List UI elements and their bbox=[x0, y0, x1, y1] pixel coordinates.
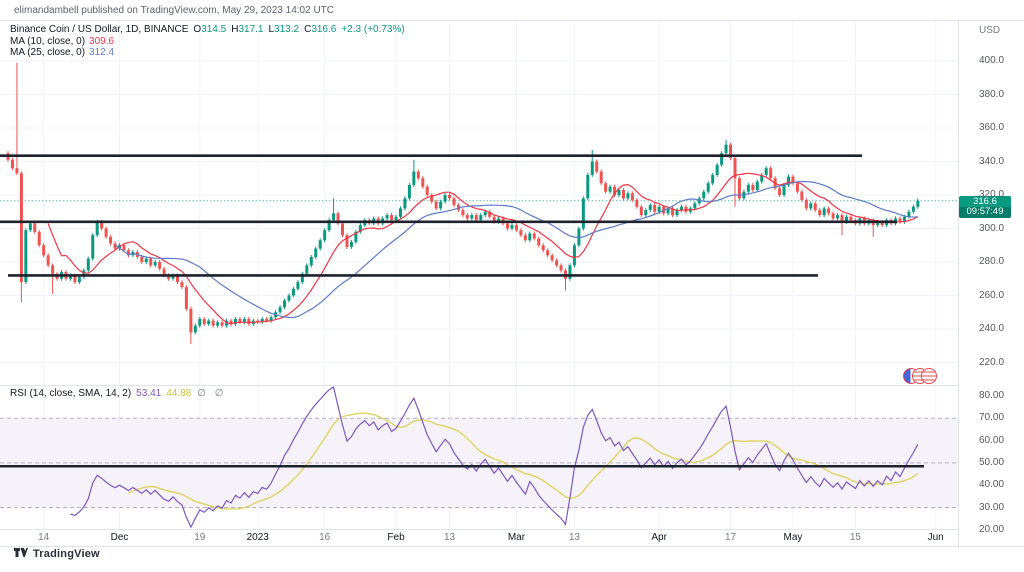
time-tick-label: 13 bbox=[568, 532, 580, 543]
ohlc-value: 317.1 bbox=[238, 24, 264, 35]
rsi-tick-label: 20.00 bbox=[979, 523, 1005, 535]
rsi-value: 53.41 bbox=[136, 388, 162, 399]
last-price-badge: 316.6 09:57:49 bbox=[959, 195, 1011, 218]
price-tick-label: 280.0 bbox=[979, 256, 1005, 267]
price-tick-label: 220.0 bbox=[979, 356, 1005, 368]
rsi-tick-label: 30.00 bbox=[979, 501, 1005, 513]
main-price-pane[interactable]: Binance Coin / US Dollar, 1D, BINANCE O31… bbox=[0, 21, 958, 386]
time-tick-label: Jun bbox=[927, 532, 944, 543]
ohlc-values: O314.5 H317.1 L313.2 C316.6 bbox=[188, 24, 336, 35]
price-tick-label: 260.0 bbox=[979, 289, 1005, 301]
event-logo-circle-icon bbox=[921, 368, 937, 384]
time-axis[interactable]: 14 Dec 19 2023 16 Feb 13 Mar 13 Apr 17 May 15 Jun bbox=[0, 530, 958, 546]
price-axis-unit: USD bbox=[979, 25, 1001, 36]
time-tick-label: 17 bbox=[724, 532, 737, 543]
time-tick-label: 2023 bbox=[246, 532, 269, 543]
price-tick-label: 380.0 bbox=[979, 88, 1005, 100]
last-price-value: 316.6 bbox=[973, 195, 997, 207]
tradingview-logo-icon bbox=[14, 548, 28, 557]
symbol-title[interactable]: Binance Coin / US Dollar, 1D, BINANCE bbox=[10, 24, 189, 35]
price-tick-label: 300.0 bbox=[979, 222, 1005, 234]
time-tick-label: 16 bbox=[319, 532, 331, 543]
rsi-tick-label: 80.00 bbox=[979, 390, 1005, 401]
time-tick-label: Feb bbox=[387, 532, 405, 543]
ma10-label[interactable]: MA (10, close, 0) bbox=[10, 35, 86, 47]
time-tick-label: Mar bbox=[507, 532, 526, 543]
price-tick-label: 240.0 bbox=[979, 323, 1005, 334]
symbol-legend: Binance Coin / US Dollar, 1D, BINANCE O31… bbox=[10, 24, 405, 60]
price-tick-label: 400.0 bbox=[979, 55, 1005, 66]
time-tick-label: Apr bbox=[651, 532, 667, 543]
rsi-tick-label: 50.00 bbox=[979, 456, 1005, 468]
candlestick-canvas[interactable] bbox=[0, 21, 958, 385]
publish-attribution: elimandambell published on TradingView.c… bbox=[14, 5, 334, 16]
rsi-canvas[interactable] bbox=[0, 386, 958, 529]
price-tick-label: 340.0 bbox=[979, 155, 1005, 167]
rsi-extra-values: ∅ ∅ bbox=[197, 388, 227, 399]
price-axis[interactable]: USD 316.6 09:57:49 400.0 380.0 360.0 340.0 3… bbox=[958, 21, 1024, 546]
rsi-sma-value: 44.88 bbox=[166, 388, 192, 399]
rsi-label[interactable]: RSI (14, close, SMA, 14, 2) bbox=[10, 388, 132, 399]
time-tick-label: Dec bbox=[110, 532, 129, 543]
ohlc-key: L bbox=[268, 24, 275, 35]
price-tick-label: 360.0 bbox=[979, 122, 1005, 133]
rsi-tick-label: 60.00 bbox=[979, 434, 1005, 446]
rsi-pane[interactable]: RSI (14, close, SMA, 14, 2) 53.41 44.88 ∅ ∅ bbox=[0, 386, 958, 530]
rsi-tick-label: 40.00 bbox=[979, 479, 1005, 491]
rsi-legend: RSI (14, close, SMA, 14, 2) 53.41 44.88 ∅ ∅ bbox=[10, 388, 227, 400]
ohlc-key: C bbox=[304, 24, 312, 35]
ohlc-value: 313.2 bbox=[274, 24, 300, 35]
change-value: +2.3 (+0.73%) bbox=[341, 24, 405, 35]
rsi-tick-label: 70.00 bbox=[979, 412, 1005, 424]
tradingview-watermark[interactable]: TradingView bbox=[14, 548, 100, 560]
price-tick-label: 320.0 bbox=[979, 189, 1005, 200]
ohlc-value: 314.5 bbox=[201, 24, 227, 35]
time-tick-label: 19 bbox=[194, 532, 206, 543]
ohlc-key: H bbox=[231, 24, 239, 35]
ohlc-key: O bbox=[193, 24, 202, 35]
ma25-value: 312.4 bbox=[89, 47, 115, 58]
time-tick-label: May bbox=[783, 532, 803, 543]
ma10-value: 309.6 bbox=[89, 35, 115, 47]
ohlc-value: 316.6 bbox=[311, 24, 337, 35]
chart-container: Binance Coin / US Dollar, 1D, BINANCE O31… bbox=[0, 20, 1024, 547]
tradingview-wordmark: TradingView bbox=[33, 548, 100, 560]
time-tick-label: 14 bbox=[38, 532, 50, 543]
bar-countdown: 09:57:49 bbox=[959, 206, 1011, 218]
event-logos-icon[interactable] bbox=[903, 368, 937, 385]
ma25-label[interactable]: MA (25, close, 0) bbox=[10, 47, 86, 58]
time-tick-label: 15 bbox=[849, 532, 861, 543]
time-tick-label: 13 bbox=[443, 532, 456, 543]
